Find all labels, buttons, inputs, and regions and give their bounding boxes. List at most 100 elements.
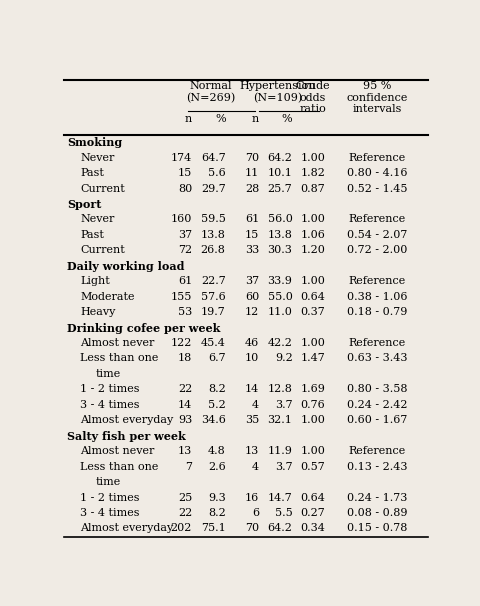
Text: 12: 12 — [245, 307, 259, 317]
Text: 0.52 - 1.45: 0.52 - 1.45 — [347, 184, 408, 193]
Text: 4: 4 — [252, 400, 259, 410]
Text: 1.00: 1.00 — [300, 153, 325, 162]
Text: 0.08 - 0.89: 0.08 - 0.89 — [347, 508, 408, 518]
Text: 22.7: 22.7 — [201, 276, 226, 286]
Text: Normal
(N=269): Normal (N=269) — [186, 81, 235, 103]
Text: 155: 155 — [171, 291, 192, 302]
Text: Reference: Reference — [348, 153, 406, 162]
Text: %: % — [215, 115, 226, 124]
Text: 3.7: 3.7 — [275, 462, 292, 471]
Text: 0.37: 0.37 — [300, 307, 325, 317]
Text: 5.6: 5.6 — [208, 168, 226, 178]
Text: 1.82: 1.82 — [300, 168, 325, 178]
Text: 9.2: 9.2 — [275, 353, 292, 364]
Text: 10: 10 — [245, 353, 259, 364]
Text: Heavy: Heavy — [81, 307, 116, 317]
Text: Current: Current — [81, 245, 125, 255]
Text: Less than one: Less than one — [81, 462, 159, 471]
Text: Current: Current — [81, 184, 125, 193]
Text: 4.8: 4.8 — [208, 446, 226, 456]
Text: Drinking cofee per week: Drinking cofee per week — [67, 322, 221, 333]
Text: 9.3: 9.3 — [208, 493, 226, 502]
Text: 35: 35 — [245, 415, 259, 425]
Text: Daily working load: Daily working load — [67, 261, 185, 271]
Text: 25: 25 — [178, 493, 192, 502]
Text: 8.2: 8.2 — [208, 384, 226, 395]
Text: 11.9: 11.9 — [268, 446, 292, 456]
Text: 29.7: 29.7 — [201, 184, 226, 193]
Text: 15: 15 — [245, 230, 259, 240]
Text: 1.00: 1.00 — [300, 338, 325, 348]
Text: 26.8: 26.8 — [201, 245, 226, 255]
Text: 59.5: 59.5 — [201, 215, 226, 224]
Text: 55.0: 55.0 — [268, 291, 292, 302]
Text: 0.60 - 1.67: 0.60 - 1.67 — [347, 415, 408, 425]
Text: 60: 60 — [245, 291, 259, 302]
Text: 0.24 - 2.42: 0.24 - 2.42 — [347, 400, 408, 410]
Text: 33.9: 33.9 — [268, 276, 292, 286]
Text: 25.7: 25.7 — [268, 184, 292, 193]
Text: Reference: Reference — [348, 338, 406, 348]
Text: 10.1: 10.1 — [268, 168, 292, 178]
Text: 6: 6 — [252, 508, 259, 518]
Text: 80: 80 — [178, 184, 192, 193]
Text: 45.4: 45.4 — [201, 338, 226, 348]
Text: 13: 13 — [245, 446, 259, 456]
Text: 0.63 - 3.43: 0.63 - 3.43 — [347, 353, 408, 364]
Text: n: n — [185, 115, 192, 124]
Text: Hypertension
(N=109): Hypertension (N=109) — [240, 81, 316, 103]
Text: 1.47: 1.47 — [300, 353, 325, 364]
Text: Almost everyday: Almost everyday — [81, 415, 174, 425]
Text: 64.7: 64.7 — [201, 153, 226, 162]
Text: 1.69: 1.69 — [300, 384, 325, 395]
Text: 3 - 4 times: 3 - 4 times — [81, 400, 140, 410]
Text: Sport: Sport — [67, 199, 102, 210]
Text: 12.8: 12.8 — [268, 384, 292, 395]
Text: 5.5: 5.5 — [275, 508, 292, 518]
Text: Crude
odds
ratio: Crude odds ratio — [296, 81, 330, 114]
Text: 0.24 - 1.73: 0.24 - 1.73 — [347, 493, 408, 502]
Text: Never: Never — [81, 153, 115, 162]
Text: 70: 70 — [245, 153, 259, 162]
Text: 14: 14 — [178, 400, 192, 410]
Text: 0.18 - 0.79: 0.18 - 0.79 — [347, 307, 408, 317]
Text: Reference: Reference — [348, 446, 406, 456]
Text: 22: 22 — [178, 384, 192, 395]
Text: 122: 122 — [171, 338, 192, 348]
Text: 53: 53 — [178, 307, 192, 317]
Text: Almost everyday: Almost everyday — [81, 524, 174, 533]
Text: 0.87: 0.87 — [300, 184, 325, 193]
Text: 19.7: 19.7 — [201, 307, 226, 317]
Text: 5.2: 5.2 — [208, 400, 226, 410]
Text: 75.1: 75.1 — [201, 524, 226, 533]
Text: 22: 22 — [178, 508, 192, 518]
Text: 11: 11 — [245, 168, 259, 178]
Text: 160: 160 — [171, 215, 192, 224]
Text: %: % — [282, 115, 292, 124]
Text: 61: 61 — [178, 276, 192, 286]
Text: 64.2: 64.2 — [268, 153, 292, 162]
Text: time: time — [96, 477, 120, 487]
Text: 37: 37 — [178, 230, 192, 240]
Text: 202: 202 — [171, 524, 192, 533]
Text: 1.00: 1.00 — [300, 415, 325, 425]
Text: n: n — [252, 115, 259, 124]
Text: 42.2: 42.2 — [268, 338, 292, 348]
Text: 14: 14 — [245, 384, 259, 395]
Text: Almost never: Almost never — [81, 338, 155, 348]
Text: Moderate: Moderate — [81, 291, 135, 302]
Text: 174: 174 — [171, 153, 192, 162]
Text: Reference: Reference — [348, 276, 406, 286]
Text: 95 %
confidence
intervals: 95 % confidence intervals — [347, 81, 408, 114]
Text: 1.00: 1.00 — [300, 215, 325, 224]
Text: 0.34: 0.34 — [300, 524, 325, 533]
Text: Past: Past — [81, 168, 104, 178]
Text: 32.1: 32.1 — [268, 415, 292, 425]
Text: 64.2: 64.2 — [268, 524, 292, 533]
Text: 8.2: 8.2 — [208, 508, 226, 518]
Text: Past: Past — [81, 230, 104, 240]
Text: 0.15 - 0.78: 0.15 - 0.78 — [347, 524, 408, 533]
Text: 3 - 4 times: 3 - 4 times — [81, 508, 140, 518]
Text: 13.8: 13.8 — [268, 230, 292, 240]
Text: 28: 28 — [245, 184, 259, 193]
